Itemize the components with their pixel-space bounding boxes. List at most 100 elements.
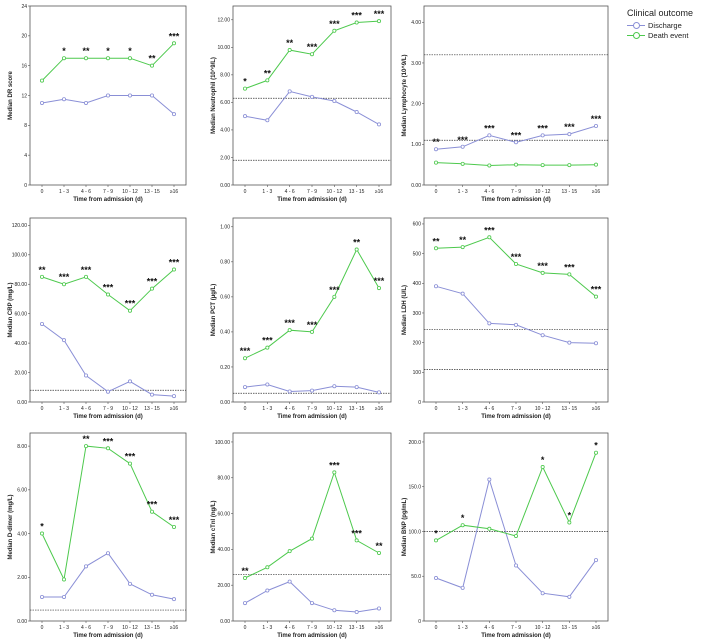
point-death — [40, 78, 45, 83]
y-tick-label: 300 — [413, 311, 422, 317]
x-tick-label: 1 - 3 — [458, 189, 468, 195]
significance-marker: *** — [125, 299, 136, 309]
x-axis-label: Time from admission (d) — [481, 633, 551, 639]
x-axis-label: Time from admission (d) — [277, 197, 347, 203]
significance-marker: ** — [286, 38, 294, 48]
y-tick-label: 100.0 — [408, 529, 421, 535]
point-discharge — [567, 340, 572, 345]
point-discharge — [540, 133, 545, 138]
x-tick-label: ≥16 — [375, 189, 384, 195]
x-tick-label: 1 - 3 — [59, 625, 69, 631]
x-tick-label: 10 - 12 — [327, 406, 343, 412]
y-tick-label: 8.00 — [17, 444, 27, 450]
point-discharge — [149, 93, 154, 98]
significance-marker: * — [461, 513, 465, 523]
significance-marker: *** — [329, 19, 340, 29]
point-death — [487, 235, 492, 240]
point-discharge — [62, 97, 67, 102]
significance-marker: *** — [169, 31, 180, 41]
significance-marker: * — [128, 46, 132, 56]
y-tick-label: 20.00 — [217, 583, 230, 589]
point-discharge — [106, 551, 111, 556]
y-tick-label: 6.00 — [17, 488, 27, 494]
y-tick-label: 1.00 — [411, 142, 421, 148]
x-tick-label: 7 - 9 — [307, 625, 317, 631]
y-tick-label: 80.00 — [14, 282, 27, 288]
plot-frame — [29, 432, 187, 622]
point-death — [242, 86, 247, 91]
point-discharge — [332, 99, 337, 104]
significance-marker: *** — [147, 277, 158, 287]
x-axis-label: Time from admission (d) — [481, 197, 551, 203]
significance-marker: *** — [169, 258, 180, 268]
x-tick-label: 13 - 15 — [144, 189, 160, 195]
point-discharge — [127, 379, 132, 384]
y-tick-label: 60.00 — [14, 311, 27, 317]
x-tick-label: 10 - 12 — [327, 189, 343, 195]
x-tick-label: 1 - 3 — [59, 189, 69, 195]
point-death — [84, 444, 89, 449]
point-death — [514, 533, 519, 538]
point-death — [287, 328, 292, 333]
series-line-discharge — [244, 581, 380, 613]
x-tick-label: ≥16 — [375, 406, 384, 412]
legend-swatch-discharge — [627, 21, 645, 29]
point-death — [567, 520, 572, 525]
y-tick-label: 80.00 — [217, 476, 230, 482]
significance-marker: * — [594, 441, 598, 451]
x-tick-label: 7 - 9 — [103, 625, 113, 631]
significance-marker: * — [434, 528, 438, 538]
y-tick-label: 6.00 — [220, 100, 230, 106]
x-tick-label: 4 - 6 — [285, 625, 295, 631]
point-death — [40, 274, 45, 279]
point-death — [460, 523, 465, 528]
point-discharge — [376, 122, 381, 127]
plot-frame — [232, 217, 392, 403]
point-discharge — [106, 389, 111, 394]
point-death — [106, 56, 111, 61]
point-discharge — [62, 594, 67, 599]
y-axis-label: Median Lymphocyte (10^9/L) — [402, 55, 408, 137]
significance-marker: ** — [432, 137, 440, 147]
chart-panel-9: 0 50.0 100.0 150.0 200.0 0 1 - 3 4 - 6 7 - 9 10 -… — [402, 432, 609, 639]
point-discharge — [514, 322, 519, 327]
x-tick-label: 7 - 9 — [103, 406, 113, 412]
point-discharge — [487, 477, 492, 482]
y-axis-label: Median D-dimer (mg/L) — [8, 494, 14, 559]
y-tick-label: 2.00 — [17, 575, 27, 581]
x-tick-label: 7 - 9 — [307, 406, 317, 412]
x-tick-label: 13 - 15 — [349, 406, 365, 412]
y-tick-label: 0.40 — [220, 330, 230, 336]
y-tick-label: 3.00 — [411, 61, 421, 67]
y-tick-label: 10.00 — [217, 45, 230, 51]
point-discharge — [433, 576, 438, 581]
y-tick-label: 50.0 — [411, 574, 421, 580]
x-tick-label: 4 - 6 — [81, 189, 91, 195]
y-tick-label: 100 — [413, 370, 422, 376]
point-discharge — [354, 610, 359, 615]
significance-marker: ** — [82, 434, 90, 444]
point-death — [460, 161, 465, 166]
y-tick-label: 8 — [24, 123, 27, 129]
point-death — [265, 565, 270, 570]
series-line-discharge — [42, 552, 175, 600]
point-discharge — [514, 140, 519, 145]
point-discharge — [149, 592, 154, 597]
x-tick-label: 4 - 6 — [81, 625, 91, 631]
point-discharge — [242, 114, 247, 119]
point-death — [540, 163, 545, 168]
significance-marker: *** — [484, 123, 495, 133]
point-death — [376, 286, 381, 291]
significance-marker: * — [40, 522, 44, 532]
y-tick-label: 600 — [413, 222, 422, 228]
point-death — [127, 308, 132, 313]
point-death — [376, 19, 381, 24]
significance-marker: *** — [537, 261, 548, 271]
x-tick-label: 7 - 9 — [511, 189, 521, 195]
y-tick-label: 8.00 — [220, 73, 230, 79]
significance-marker: *** — [374, 9, 385, 19]
y-tick-label: 4.00 — [17, 531, 27, 537]
point-discharge — [540, 591, 545, 596]
point-discharge — [171, 394, 176, 399]
y-tick-label: 40.00 — [217, 547, 230, 553]
